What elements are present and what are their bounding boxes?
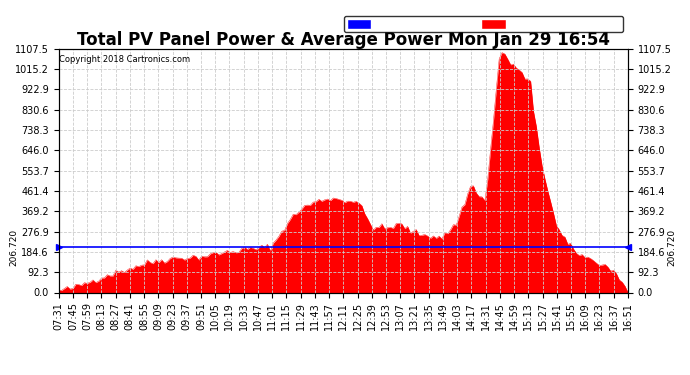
Text: 206.720: 206.720 [668,228,677,266]
Legend: Average  (DC Watts), PV Panels  (DC Watts): Average (DC Watts), PV Panels (DC Watts) [344,16,623,32]
Text: Copyright 2018 Cartronics.com: Copyright 2018 Cartronics.com [59,55,190,64]
Text: 206.720: 206.720 [10,228,19,266]
Title: Total PV Panel Power & Average Power Mon Jan 29 16:54: Total PV Panel Power & Average Power Mon… [77,31,610,49]
